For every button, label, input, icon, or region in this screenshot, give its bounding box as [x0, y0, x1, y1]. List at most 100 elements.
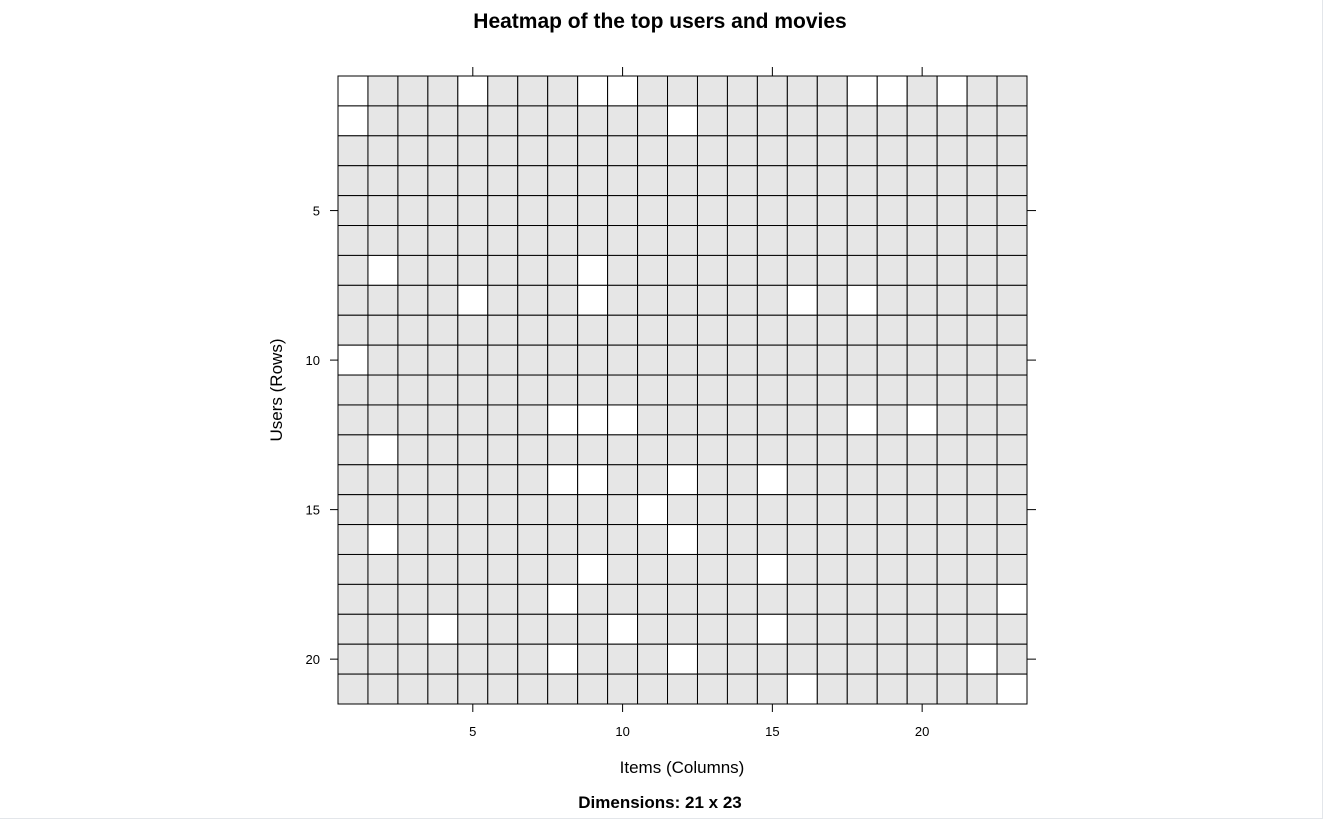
- heatmap-cell: [487, 494, 519, 526]
- heatmap-cell: [786, 374, 818, 406]
- heatmap-cell: [427, 135, 459, 167]
- heatmap-cell: [876, 494, 908, 526]
- heatmap-cell: [696, 225, 728, 256]
- heatmap-cell: [397, 553, 429, 585]
- heatmap-cell: [487, 404, 519, 436]
- heatmap-cell: [667, 314, 698, 346]
- heatmap-cell: [457, 195, 489, 227]
- heatmap-cell: [936, 643, 968, 675]
- heatmap-cell: [786, 404, 818, 436]
- heatmap-cell: [367, 374, 399, 406]
- heatmap-cell: [756, 643, 788, 675]
- heatmap-cell: [816, 613, 848, 645]
- heatmap-cell: [607, 314, 639, 346]
- heatmap-cell: [517, 464, 549, 496]
- heatmap-cell: [876, 613, 908, 645]
- heatmap-cell: [607, 583, 639, 615]
- heatmap-cell: [726, 494, 758, 526]
- heatmap-cell: [337, 374, 369, 406]
- heatmap-cell: [577, 643, 609, 675]
- heatmap-cell: [607, 404, 639, 436]
- heatmap-cell: [517, 105, 549, 137]
- heatmap-cell: [786, 344, 818, 376]
- heatmap-cell: [936, 284, 968, 316]
- heatmap-cell: [337, 75, 369, 107]
- heatmap-cell: [996, 643, 1028, 675]
- x-axis-label: Items (Columns): [620, 758, 745, 777]
- heatmap-cell: [876, 404, 908, 436]
- heatmap-cell: [876, 643, 908, 675]
- heatmap-cell: [756, 524, 788, 555]
- heatmap-cell: [367, 284, 399, 316]
- heatmap-cell: [966, 165, 998, 197]
- heatmap-cell: [487, 314, 519, 346]
- heatmap-cell: [607, 613, 639, 645]
- heatmap-cell: [427, 464, 459, 496]
- heatmap-cell: [786, 524, 818, 555]
- heatmap-cell: [756, 135, 788, 167]
- heatmap-cell: [517, 553, 549, 585]
- heatmap-cell: [906, 105, 938, 137]
- y-tick-label: 5: [313, 204, 320, 219]
- heatmap-cell: [457, 583, 489, 615]
- heatmap-cell: [876, 374, 908, 406]
- heatmap-cell: [517, 254, 549, 286]
- heatmap-cell: [996, 314, 1028, 346]
- heatmap-cell: [846, 643, 878, 675]
- heatmap-cell: [936, 494, 968, 526]
- y-tick-label: 10: [306, 353, 320, 368]
- heatmap-cell: [966, 225, 998, 256]
- heatmap-cell: [906, 344, 938, 376]
- heatmap-cell: [427, 374, 459, 406]
- heatmap-cell: [427, 583, 459, 615]
- heatmap-cell: [756, 583, 788, 615]
- heatmap-cell: [816, 135, 848, 167]
- heatmap-cell: [816, 404, 848, 436]
- heatmap-cell: [547, 464, 579, 496]
- heatmap-cell: [367, 494, 399, 526]
- heatmap-cell: [906, 643, 938, 675]
- heatmap-cell: [846, 344, 878, 376]
- heatmap-cell: [397, 374, 429, 406]
- heatmap-cell: [607, 105, 639, 137]
- heatmap-cell: [667, 284, 698, 316]
- heatmap-cell: [756, 553, 788, 585]
- chart-subtitle: Dimensions: 21 x 23: [578, 793, 741, 812]
- heatmap-cell: [667, 434, 698, 466]
- heatmap-cell: [876, 524, 908, 555]
- heatmap-cell: [667, 643, 698, 675]
- heatmap-cell: [696, 583, 728, 615]
- heatmap-cell: [936, 314, 968, 346]
- heatmap-cell: [367, 464, 399, 496]
- heatmap-cell: [876, 673, 908, 705]
- heatmap-cell: [936, 524, 968, 555]
- heatmap-cell: [637, 344, 669, 376]
- heatmap-cell: [667, 225, 698, 256]
- heatmap-cell: [517, 135, 549, 167]
- heatmap-cell: [577, 464, 609, 496]
- heatmap-cell: [367, 583, 399, 615]
- heatmap-cell: [846, 673, 878, 705]
- heatmap-cell: [846, 314, 878, 346]
- heatmap-cell: [726, 374, 758, 406]
- heatmap-cell: [696, 135, 728, 167]
- heatmap-cell: [966, 464, 998, 496]
- heatmap-cell: [517, 583, 549, 615]
- heatmap-cell: [397, 105, 429, 137]
- heatmap-cell: [936, 583, 968, 615]
- heatmap-cell: [756, 374, 788, 406]
- heatmap-cell: [756, 494, 788, 526]
- heatmap-cell: [487, 643, 519, 675]
- heatmap-cell: [337, 344, 369, 376]
- heatmap-cell: [966, 434, 998, 466]
- heatmap-cell: [996, 464, 1028, 496]
- heatmap-cell: [457, 404, 489, 436]
- heatmap-cell: [696, 314, 728, 346]
- heatmap-cell: [367, 613, 399, 645]
- heatmap-cell: [427, 344, 459, 376]
- heatmap-cell: [726, 464, 758, 496]
- heatmap-cell: [906, 673, 938, 705]
- heatmap-cell: [996, 75, 1028, 107]
- heatmap-cell: [637, 434, 669, 466]
- heatmap-cell: [577, 254, 609, 286]
